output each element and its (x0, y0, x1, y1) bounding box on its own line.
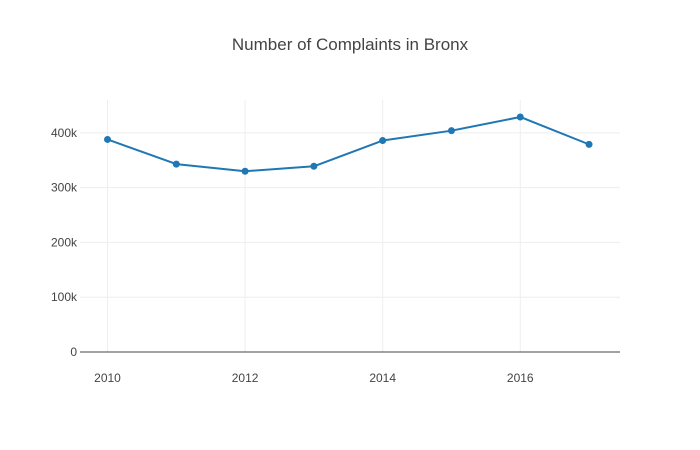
y-tick-label: 400k (51, 126, 78, 140)
x-tick-label: 2016 (507, 371, 534, 385)
data-point[interactable] (585, 140, 593, 148)
series-layer (104, 113, 593, 175)
y-tick-label: 200k (51, 235, 78, 249)
data-point[interactable] (516, 113, 524, 121)
y-tick-label: 0 (70, 345, 77, 359)
x-tick-label: 2014 (369, 371, 396, 385)
series-line (107, 115, 590, 173)
axis-layer: 2010 2012 2014 2016 0 100k 200k 300k 400k (51, 126, 620, 385)
x-tick-label: 2012 (232, 371, 259, 385)
chart-title: Number of Complaints in Bronx (232, 35, 469, 54)
data-point[interactable] (447, 127, 455, 135)
data-point[interactable] (172, 160, 180, 168)
y-tick-label: 300k (51, 181, 78, 195)
x-tick-label: 2010 (94, 371, 121, 385)
data-point[interactable] (310, 162, 318, 170)
y-tick-label: 100k (51, 290, 78, 304)
data-point[interactable] (104, 135, 112, 143)
data-point[interactable] (241, 167, 249, 175)
data-point[interactable] (379, 137, 387, 145)
